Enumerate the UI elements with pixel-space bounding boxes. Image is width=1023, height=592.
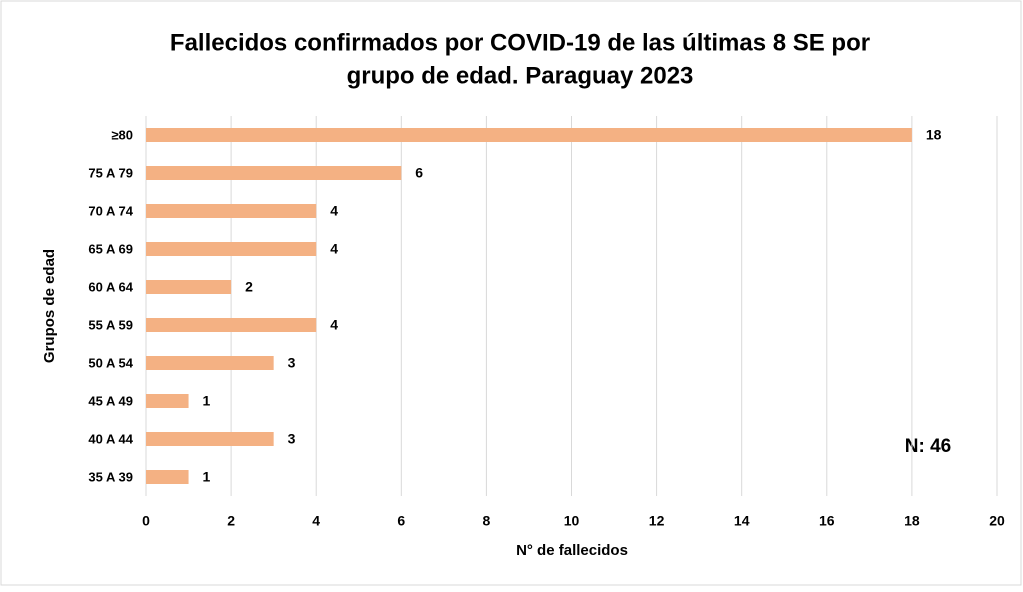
x-tick-label: 4 [312,513,320,529]
value-label: 4 [330,203,338,219]
x-tick-label: 2 [227,513,235,529]
x-tick-label: 12 [649,513,665,529]
x-tick-label: 0 [142,513,150,529]
y-tick-label: 35 A 39 [88,469,133,484]
y-tick-label: 50 A 54 [88,355,133,370]
x-tick-label: 14 [734,513,750,529]
value-label: 6 [415,165,423,181]
bar [146,204,317,218]
value-label: 4 [330,317,338,333]
bar [146,432,274,446]
y-tick-label: 55 A 59 [88,317,133,332]
value-label: 3 [288,431,296,447]
x-tick-label: 8 [483,513,491,529]
y-tick-label: 40 A 44 [88,431,133,446]
bar [146,128,912,142]
bar [146,280,232,294]
x-tick-label: 10 [564,513,580,529]
x-tick-label: 6 [397,513,405,529]
y-tick-label: 70 A 74 [88,203,133,218]
y-axis-label: Grupos de edad [41,249,58,363]
x-tick-label: 20 [989,513,1005,529]
x-tick-label: 16 [819,513,835,529]
x-axis-label: N° de fallecidos [516,542,628,559]
chart-title: Fallecidos confirmados por COVID-19 de l… [170,29,870,56]
value-label: 1 [203,393,211,409]
annotation: N: 46 [905,436,951,457]
y-tick-label: 75 A 79 [88,165,133,180]
y-tick-label: ≥80 [111,127,133,142]
x-tick-label: 18 [904,513,920,529]
value-label: 1 [203,469,211,485]
y-tick-label: 45 A 49 [88,393,133,408]
bar [146,356,274,370]
bar [146,318,317,332]
value-label: 18 [926,127,942,143]
chart-title: grupo de edad. Paraguay 2023 [347,62,694,89]
bar [146,394,189,408]
value-label: 2 [245,279,253,295]
bar [146,470,189,484]
value-label: 4 [330,241,338,257]
y-tick-label: 65 A 69 [88,241,133,256]
value-label: 3 [288,355,296,371]
bar [146,242,317,256]
y-tick-label: 60 A 64 [88,279,133,294]
bar [146,166,402,180]
